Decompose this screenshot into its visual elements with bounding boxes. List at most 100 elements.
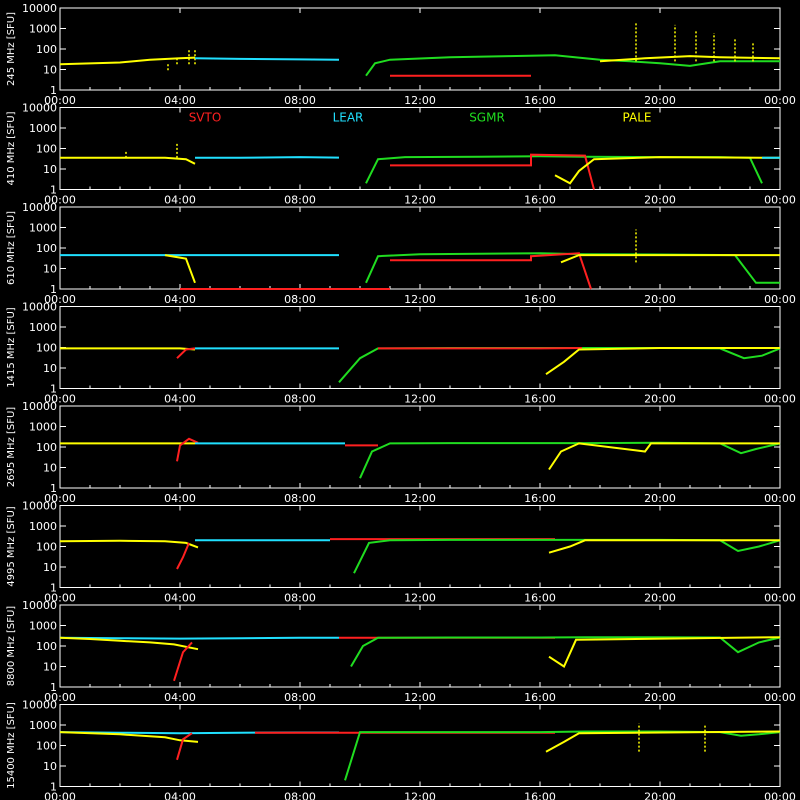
y-tick-label: 100 (36, 441, 57, 454)
y-tick-label: 1 (50, 383, 57, 396)
series-pale (548, 636, 781, 668)
y-tick-label: 1 (50, 283, 57, 296)
panel-frame (59, 604, 781, 688)
x-tick-label: 12:00 (404, 691, 436, 704)
y-tick-label: 1 (50, 482, 57, 495)
x-tick-label: 04:00 (164, 791, 196, 800)
x-tick-label: 00:00 (44, 691, 76, 704)
x-tick-label: 20:00 (644, 194, 676, 207)
series-pale (599, 55, 781, 63)
y-tick-label: 10 (43, 462, 57, 475)
y-tick-label: 10000 (22, 102, 57, 115)
x-tick-label: 00:00 (764, 293, 796, 306)
series-pale (545, 730, 781, 753)
y-tick-label: 100 (36, 541, 57, 554)
legend-svto: SVTO (189, 111, 222, 125)
x-tick-label: 00:00 (764, 393, 796, 406)
series-pale (59, 731, 199, 743)
y-axis-label: 4995 MHz [SFU] (6, 506, 17, 587)
x-tick-label: 16:00 (524, 592, 556, 605)
y-tick-label: 100 (36, 43, 57, 56)
y-tick-label: 1000 (29, 122, 57, 135)
x-tick-label: 08:00 (284, 293, 316, 306)
y-tick-label: 100 (36, 342, 57, 355)
panel-frame (59, 405, 781, 489)
x-tick-label: 00:00 (764, 492, 796, 505)
y-tick-label: 1000 (29, 222, 57, 235)
x-tick-label: 04:00 (164, 691, 196, 704)
y-tick-label: 10000 (22, 400, 57, 413)
series-sgmr (365, 54, 780, 77)
y-tick-label: 100 (36, 143, 57, 156)
y-tick-label: 10000 (22, 500, 57, 513)
series-lear (59, 636, 339, 640)
x-tick-label: 00:00 (44, 393, 76, 406)
series-pale (59, 539, 199, 549)
series-pale (60, 347, 196, 351)
x-tick-label: 08:00 (284, 194, 316, 207)
x-tick-label: 20:00 (644, 293, 676, 306)
x-tick-label: 00:00 (44, 194, 76, 207)
x-tick-label: 04:00 (164, 94, 196, 107)
series-svto (176, 732, 193, 761)
y-tick-label: 1 (50, 84, 57, 97)
y-axis-label: 15400 MHz [SFU] (6, 702, 17, 789)
x-tick-label: 00:00 (44, 492, 76, 505)
x-tick-label: 16:00 (524, 791, 556, 800)
series-pale (545, 347, 780, 376)
x-tick-label: 00:00 (764, 194, 796, 207)
panel-frame (59, 704, 781, 787)
y-axis-label: 1415 MHz [SFU] (6, 307, 17, 388)
y-tick-label: 1000 (29, 421, 57, 434)
y-tick-label: 1000 (29, 719, 57, 732)
x-tick-label: 08:00 (284, 492, 316, 505)
series-sgmr (344, 730, 781, 781)
legend-sgmr: SGMR (469, 111, 505, 125)
x-tick-label: 20:00 (644, 592, 676, 605)
y-tick-label: 1000 (29, 620, 57, 633)
series-sgmr (350, 636, 781, 668)
series-pale (554, 156, 781, 185)
series-lear (194, 57, 340, 61)
x-tick-label: 20:00 (644, 393, 676, 406)
panel-frame (59, 505, 781, 588)
series-pale (560, 254, 780, 264)
x-tick-label: 00:00 (44, 592, 76, 605)
series-svto (390, 252, 592, 290)
x-tick-label: 00:00 (764, 94, 796, 107)
y-tick-label: 10 (43, 64, 57, 77)
x-tick-label: 12:00 (404, 94, 436, 107)
y-axis-label: 2695 MHz [SFU] (6, 407, 17, 488)
series-lear (195, 156, 340, 159)
y-tick-label: 1 (50, 681, 57, 694)
x-tick-label: 04:00 (164, 293, 196, 306)
x-tick-label: 20:00 (644, 94, 676, 107)
series-pale (59, 56, 196, 66)
y-tick-label: 10000 (22, 699, 57, 712)
x-tick-label: 08:00 (284, 791, 316, 800)
panel-frame (59, 107, 781, 190)
panel-frame (59, 7, 781, 91)
series-pale (548, 442, 780, 471)
x-tick-label: 16:00 (524, 492, 556, 505)
series-sgmr (359, 441, 781, 479)
series-svto (176, 347, 196, 359)
x-tick-label: 16:00 (524, 94, 556, 107)
y-tick-label: 10 (43, 263, 57, 276)
y-tick-label: 1 (50, 184, 57, 197)
series-pale (548, 539, 780, 554)
x-tick-label: 00:00 (764, 791, 796, 800)
y-tick-label: 1 (50, 582, 57, 595)
y-tick-label: 100 (36, 640, 57, 653)
series-svto (390, 153, 595, 190)
legend-lear: LEAR (333, 111, 364, 125)
x-tick-label: 00:00 (44, 293, 76, 306)
x-tick-label: 12:00 (404, 592, 436, 605)
x-tick-label: 08:00 (284, 94, 316, 107)
series-pale (164, 254, 196, 284)
x-tick-label: 16:00 (524, 393, 556, 406)
y-axis-label: 410 MHz [SFU] (6, 111, 17, 185)
